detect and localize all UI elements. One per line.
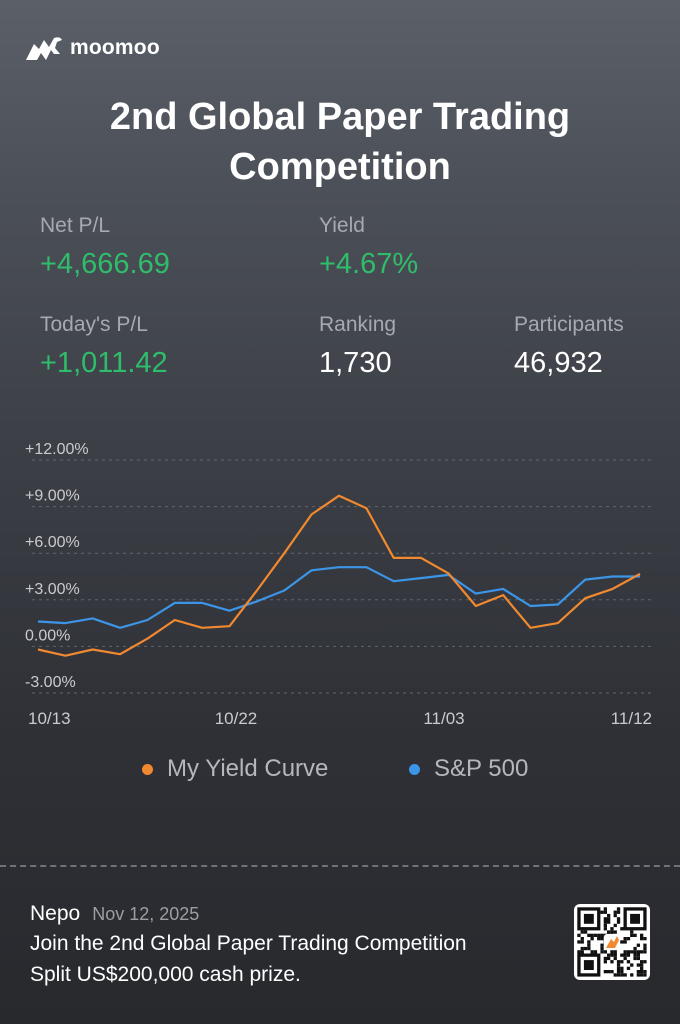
y-tick-label: +12.00% [25,441,89,458]
stat-yield: Yield +4.67% [319,213,418,283]
x-tick-label: 10/13 [28,709,71,728]
legend-dot-sp500 [409,763,420,775]
participants-value: 46,932 [514,347,603,379]
post-author-row: Nepo Nov 12, 2025 [30,902,199,926]
y-tick-label: -3.00% [25,674,76,691]
y-tick-label: +3.00% [25,581,80,598]
y-tick-label: +9.00% [25,488,80,505]
participants-label: Participants [514,313,624,336]
net-pl-label: Net P/L [40,214,111,237]
bull-logo-icon [26,37,62,60]
post-date: Nov 12, 2025 [92,904,200,924]
x-tick-label: 10/22 [215,709,258,728]
yield-chart: +12.00% +9.00% +6.00% +3.00% 0.00% -3.00% 10/1… [25,441,652,728]
y-tick-label: 0.00% [25,627,70,644]
sp500-series-line [37,566,640,629]
legend-label-sp500: S&P 500 [434,755,529,782]
legend-my-yield: My Yield Curve [142,755,328,783]
y-tick-label: +6.00% [25,534,80,551]
brand-name: moomoo [70,36,160,59]
stat-participants: Participants 46,932 [514,312,624,382]
title-line-1: 2nd Global Paper Trading [109,96,571,138]
chart-legend: My Yield Curve S&P 500 [0,755,680,787]
my-yield-series-line [37,494,641,657]
x-tick-label: 11/03 [423,709,464,728]
promo-line-2: Split US$200,000 cash prize. [30,963,301,986]
user-name: Nepo [30,902,81,925]
stat-today-pl: Today's P/L +1,011.42 [40,312,168,382]
ranking-value: 1,730 [319,347,392,379]
today-pl-label: Today's P/L [40,313,148,336]
qr-code[interactable] [574,904,650,980]
x-tick-label: 11/12 [611,709,652,728]
legend-label-my-yield: My Yield Curve [167,755,329,782]
stat-ranking: Ranking 1,730 [319,312,396,382]
legend-dot-my-yield [142,763,153,775]
yield-label: Yield [319,214,365,237]
today-pl-value: +1,011.42 [40,347,168,379]
stat-net-pl: Net P/L +4,666.69 [40,213,170,283]
dashed-divider [0,865,680,867]
promo-line-1: Join the 2nd Global Paper Trading Compet… [30,932,467,955]
ranking-label: Ranking [319,313,397,336]
page-title: 2nd Global Paper Trading Competition [0,92,680,192]
legend-sp500: S&P 500 [409,755,528,783]
yield-value: +4.67% [319,248,419,280]
title-line-2: Competition [229,146,451,188]
qr-code-icon [577,907,647,977]
net-pl-value: +4,666.69 [40,248,170,280]
brand-logo: moomoo [24,34,160,62]
